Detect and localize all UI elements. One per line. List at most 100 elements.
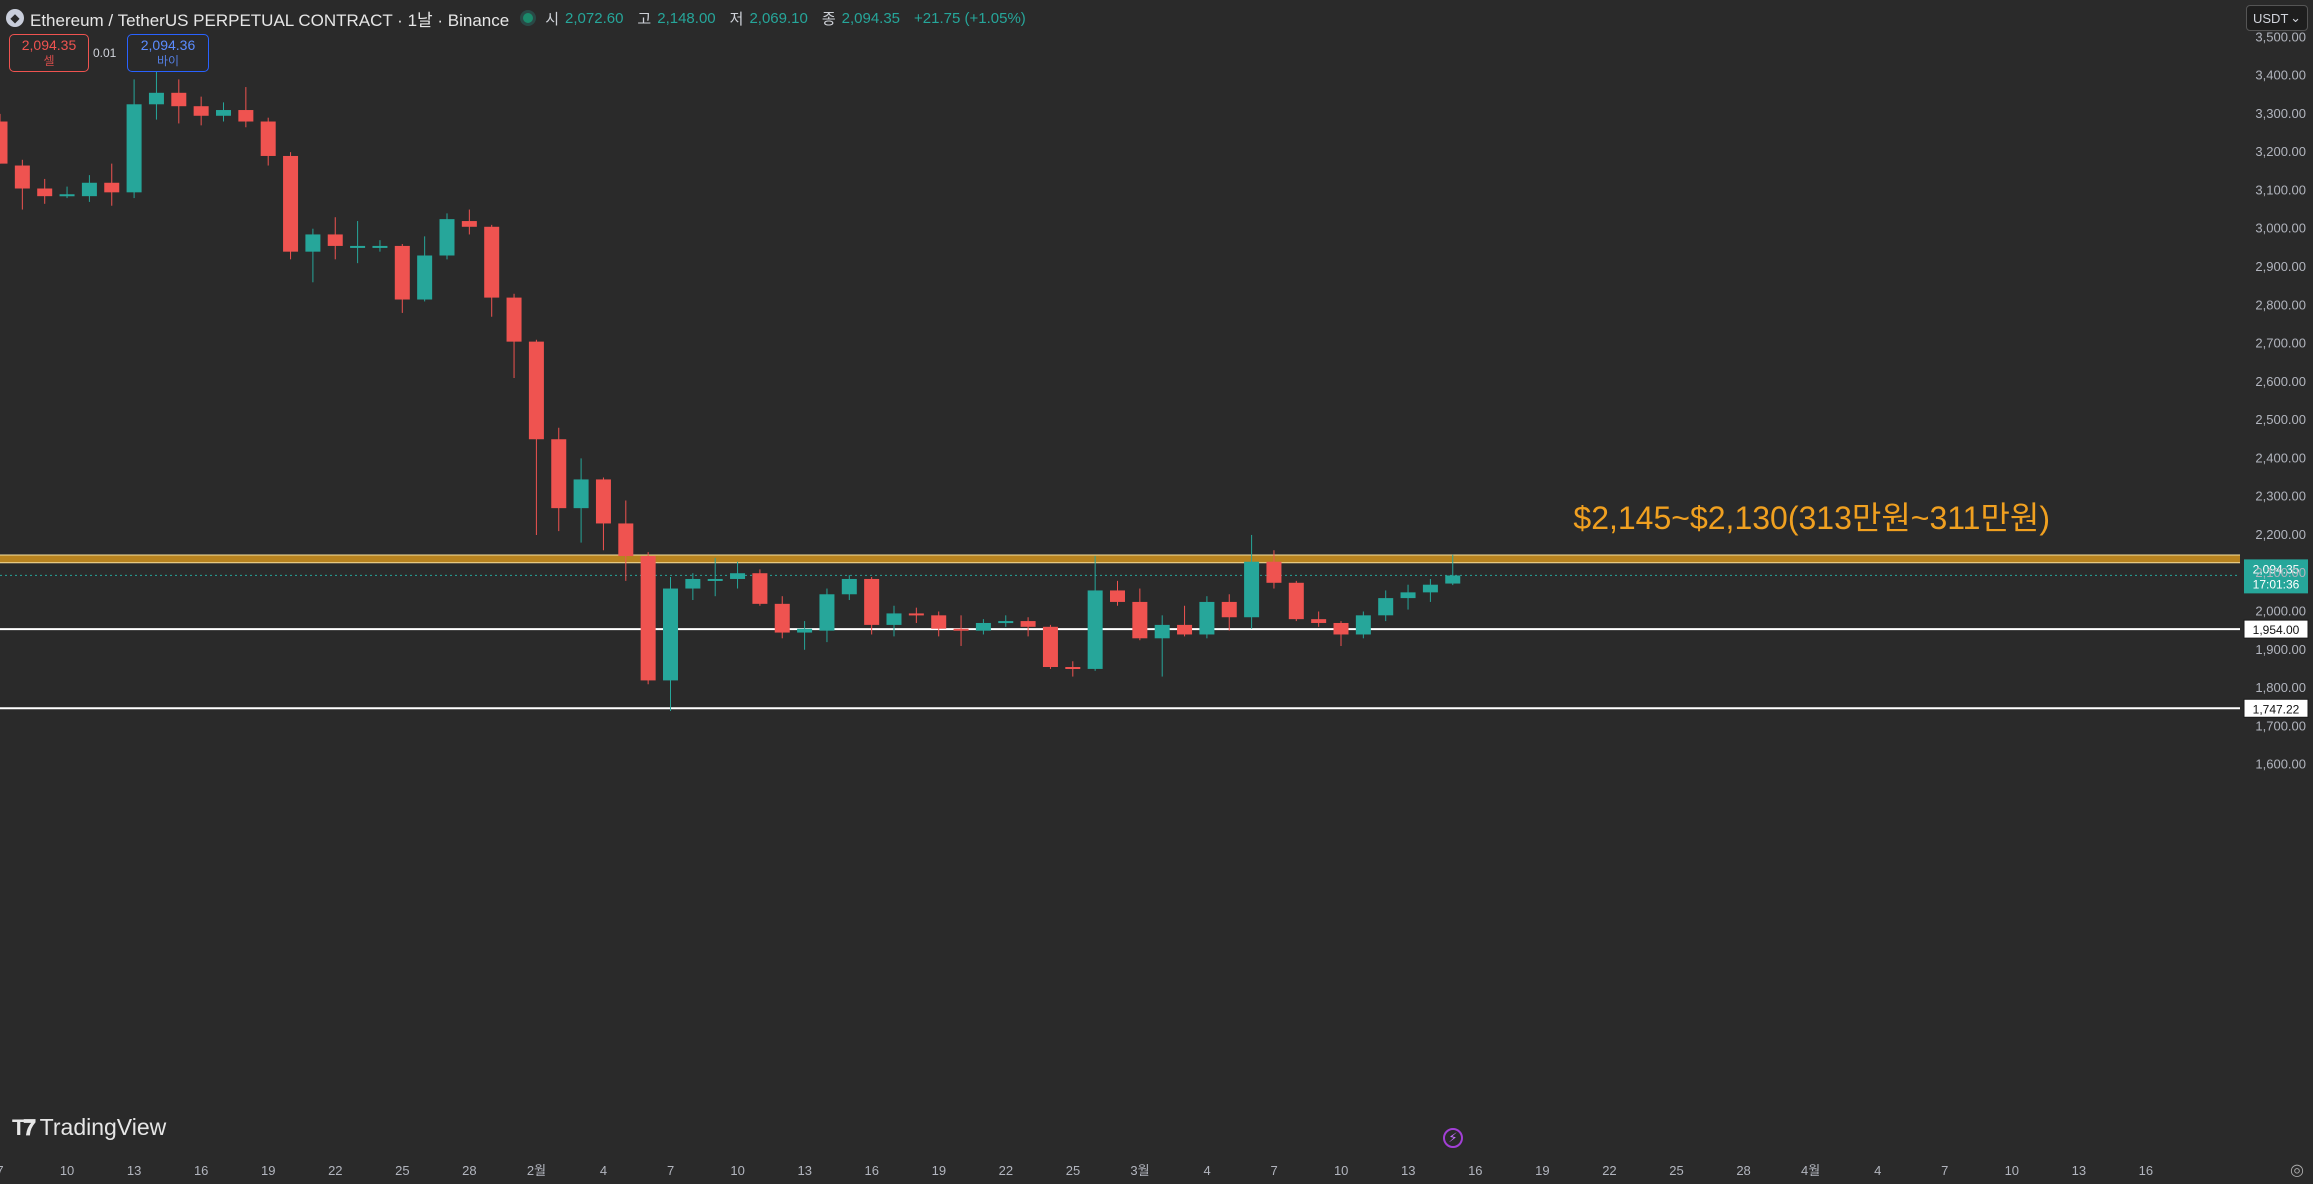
- y-tick-label: 3,200.00: [2255, 144, 2306, 159]
- candle: [14, 159, 30, 210]
- sell-button[interactable]: 2,094.35 셀: [9, 34, 89, 72]
- candle: [864, 577, 880, 635]
- candle: [283, 152, 299, 260]
- change-value: +21.75 (+1.05%): [914, 9, 1026, 27]
- candle-body: [394, 245, 410, 300]
- x-tick-label: 7: [667, 1163, 674, 1178]
- sell-price: 2,094.35: [21, 37, 77, 53]
- candle: [59, 186, 75, 199]
- candle-body: [908, 613, 924, 616]
- x-tick-label: 16: [1468, 1163, 1482, 1178]
- candle-body: [148, 92, 164, 105]
- candle: [1154, 615, 1170, 677]
- x-tick-label: 25: [1066, 1163, 1080, 1178]
- candle: [1422, 578, 1438, 602]
- candle-body: [685, 578, 701, 589]
- candle-body: [1311, 619, 1327, 623]
- candle: [260, 117, 276, 166]
- x-tick-label: 22: [1602, 1163, 1616, 1178]
- candle: [506, 293, 522, 378]
- candle: [238, 87, 254, 128]
- candle-body: [350, 245, 366, 248]
- candle-body: [484, 226, 500, 298]
- candle: [551, 427, 567, 532]
- candle: [372, 240, 388, 252]
- y-tick-label: 2,100.00: [2255, 565, 2306, 580]
- x-tick-label: 10: [60, 1163, 74, 1178]
- currency-label: USDT: [2253, 10, 2289, 26]
- y-tick-label: 3,500.00: [2255, 29, 2306, 44]
- candle: [528, 339, 544, 535]
- candle: [953, 615, 969, 646]
- market-status-icon: [523, 13, 534, 23]
- candle: [931, 611, 947, 637]
- buy-button[interactable]: 2,094.36 바이: [127, 34, 209, 72]
- candle-body: [975, 622, 991, 631]
- candle-body: [238, 110, 254, 122]
- candle-body: [1154, 624, 1170, 639]
- candle-body: [730, 573, 746, 579]
- candle-body: [439, 219, 455, 256]
- candle: [595, 477, 611, 551]
- x-tick-label: 22: [328, 1163, 342, 1178]
- candle: [1199, 596, 1215, 639]
- candle-body: [1400, 592, 1416, 599]
- y-tick-label: 2,600.00: [2255, 374, 2306, 389]
- candle-body: [752, 573, 768, 604]
- candle-body: [797, 628, 813, 633]
- candle-body: [1110, 590, 1125, 602]
- candle: [148, 71, 164, 120]
- candle-body: [193, 106, 209, 116]
- candle-body: [81, 182, 97, 197]
- candle: [663, 577, 678, 712]
- candle-body: [216, 110, 231, 116]
- candle: [730, 561, 746, 589]
- candle-body: [528, 341, 544, 440]
- x-tick-label: 19: [261, 1163, 275, 1178]
- candle-body: [1422, 584, 1438, 593]
- x-tick-label: 3월: [1130, 1163, 1149, 1178]
- candle: [0, 113, 8, 164]
- y-tick-label: 2,000.00: [2255, 604, 2306, 619]
- buy-label: 바이: [156, 54, 180, 68]
- candle: [841, 575, 857, 601]
- currency-select[interactable]: USDT ⌄: [2246, 5, 2308, 31]
- open-label: 시: [545, 10, 560, 28]
- candle-body: [864, 578, 880, 625]
- candle-body: [1065, 667, 1081, 670]
- candle: [819, 588, 835, 643]
- settings-icon[interactable]: ◎: [2290, 1162, 2304, 1179]
- candle: [1445, 554, 1461, 586]
- candle: [618, 500, 634, 581]
- candle: [417, 236, 433, 302]
- candle-body: [327, 234, 343, 246]
- tradingview-logo[interactable]: T𝟕 TradingView: [12, 1114, 166, 1141]
- candle-body: [663, 588, 678, 681]
- candle-body: [0, 121, 8, 164]
- candle-body: [506, 297, 522, 342]
- candle-body: [1355, 615, 1371, 635]
- y-tick-label: 1,800.00: [2255, 680, 2306, 695]
- y-tick-label: 3,400.00: [2255, 68, 2306, 83]
- sell-label: 셀: [43, 54, 55, 68]
- buy-price: 2,094.36: [140, 37, 196, 53]
- y-tick-label: 2,300.00: [2255, 489, 2306, 504]
- line-price-label: 1,954.00: [2253, 623, 2300, 637]
- candle: [171, 79, 187, 124]
- candle-body: [886, 613, 902, 625]
- symbol-title[interactable]: Ethereum / TetherUS PERPETUAL CONTRACT ·…: [30, 10, 510, 30]
- high-value: 2,148.00: [657, 9, 716, 27]
- lightning-icon[interactable]: ⚡: [1443, 1128, 1463, 1148]
- candle-body: [171, 92, 187, 107]
- candle: [126, 79, 142, 199]
- current-price-label: 2,094.35: [2253, 562, 2300, 576]
- x-tick-label: 10: [1334, 1163, 1348, 1178]
- candle-body: [1042, 626, 1058, 668]
- y-tick-label: 1,600.00: [2255, 757, 2306, 772]
- candle-body: [305, 234, 321, 252]
- candle: [1355, 611, 1371, 639]
- y-tick-label: 2,800.00: [2255, 297, 2306, 312]
- candle-body: [1378, 598, 1394, 616]
- candle-body: [283, 155, 299, 252]
